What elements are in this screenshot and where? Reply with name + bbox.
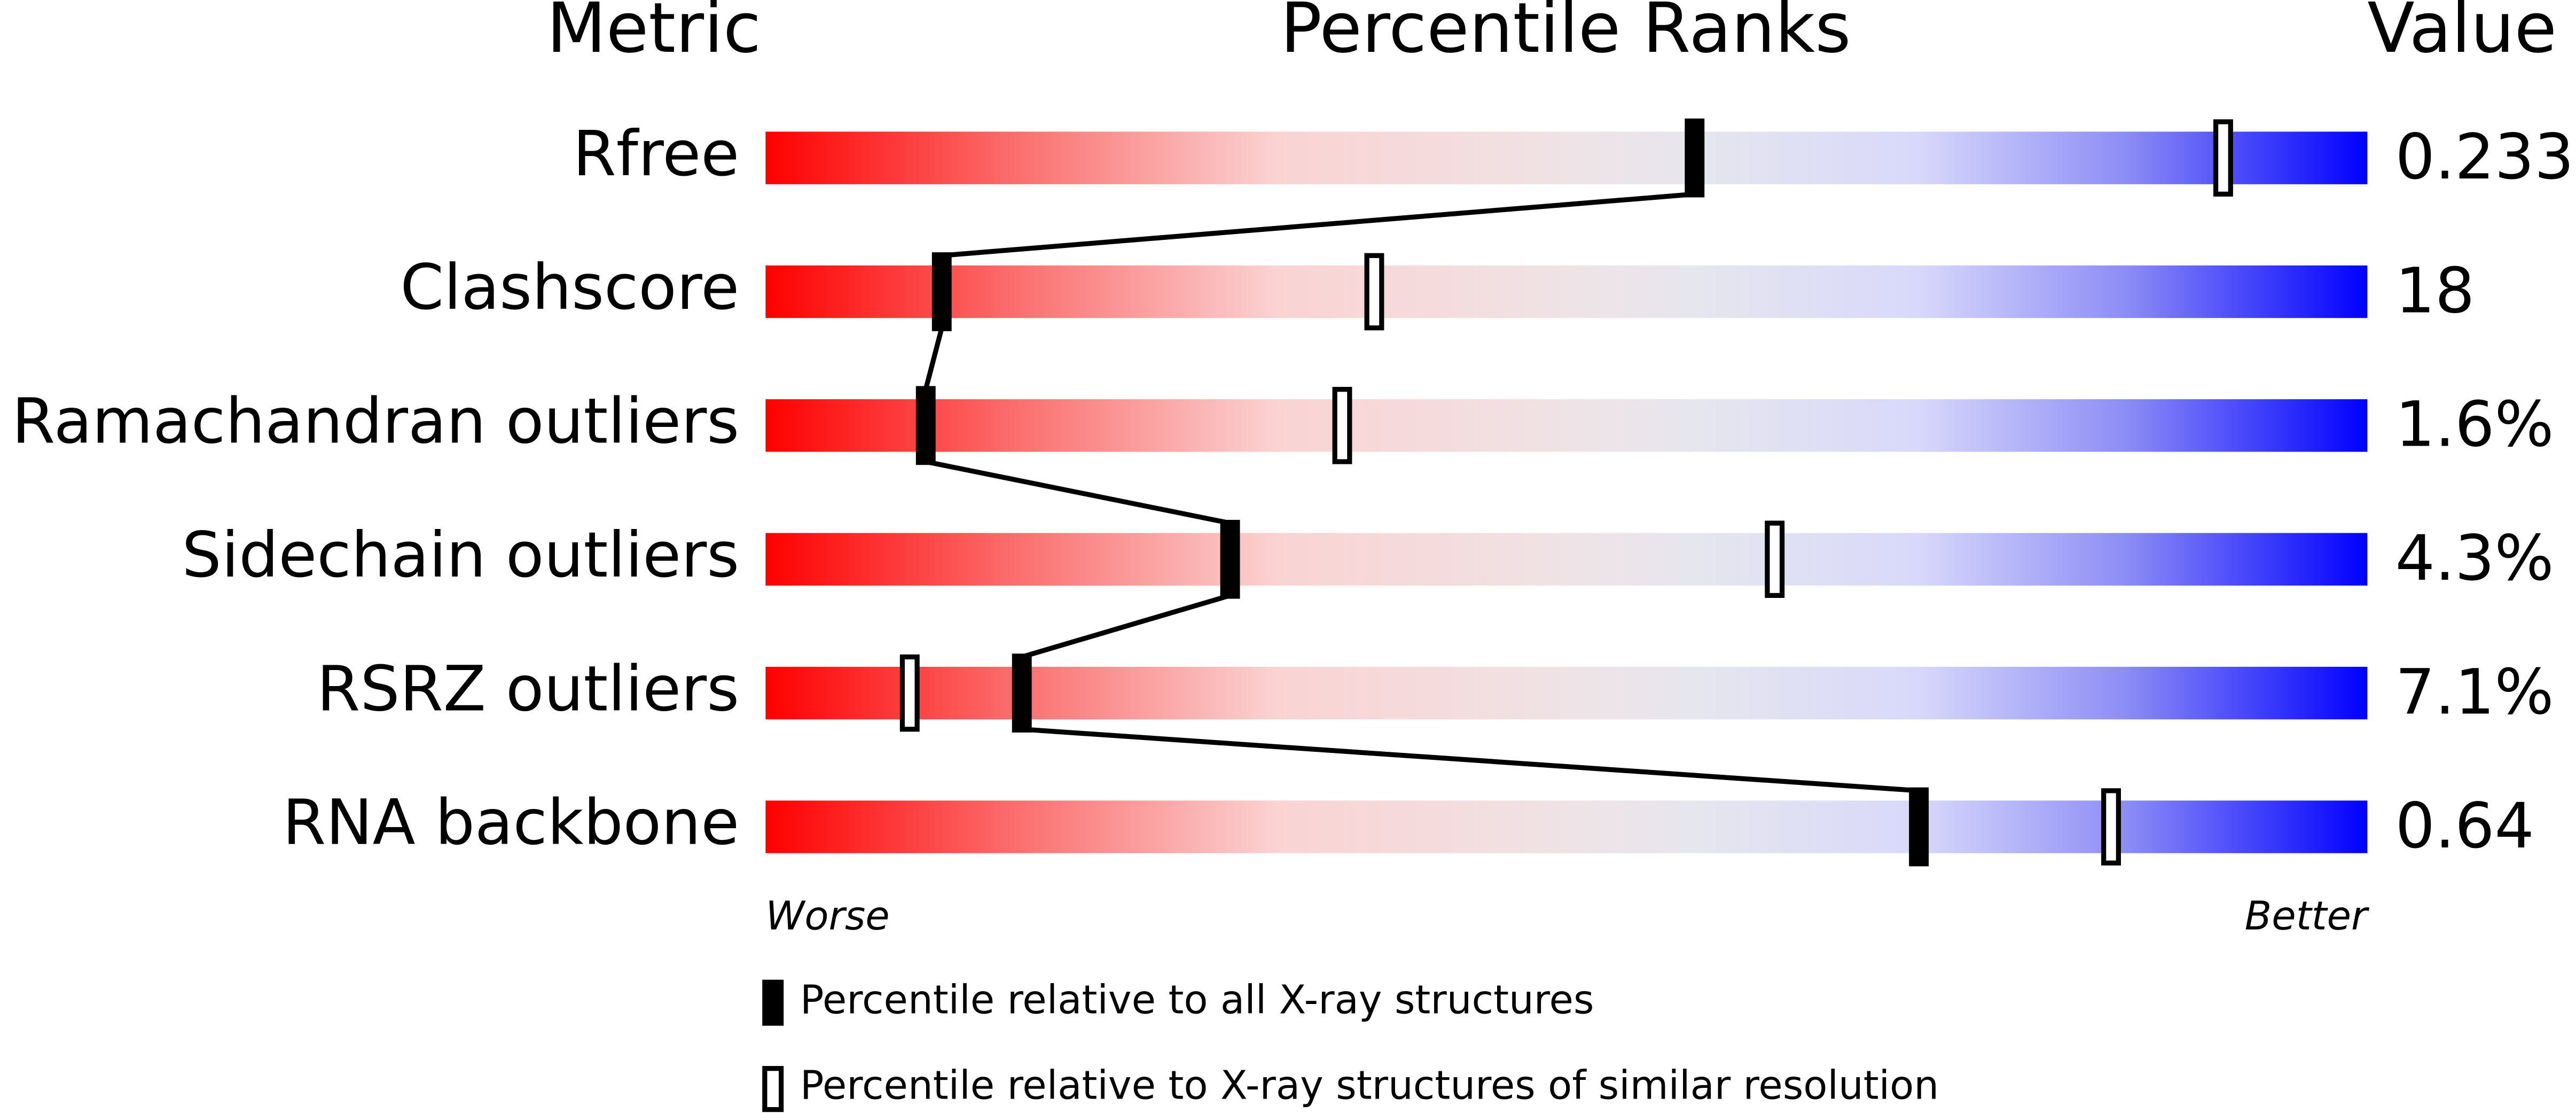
metric-label: Clashscore bbox=[400, 251, 739, 324]
metric-value: 0.233 bbox=[2395, 121, 2574, 193]
header-metric: Metric bbox=[546, 0, 761, 68]
marker-all bbox=[931, 252, 952, 331]
header-value: Value bbox=[2367, 0, 2557, 68]
marker-all bbox=[1012, 653, 1032, 733]
metric-value: 7.1% bbox=[2395, 656, 2554, 728]
metric-label: Ramachandran outliers bbox=[12, 385, 739, 458]
metric-value: 18 bbox=[2395, 254, 2475, 327]
marker-all bbox=[1909, 787, 1929, 867]
legend-swatch bbox=[762, 979, 784, 1026]
legend-label: Percentile relative to X-ray structures … bbox=[800, 1063, 1939, 1109]
header-ranks: Percentile Ranks bbox=[1280, 0, 1851, 68]
worse-label: Worse bbox=[765, 893, 889, 939]
metric-value: 0.64 bbox=[2395, 790, 2534, 862]
percentile-bar bbox=[765, 131, 2368, 184]
marker-all bbox=[915, 386, 936, 465]
percentile-bar bbox=[765, 533, 2368, 586]
marker-similar bbox=[1332, 387, 1352, 464]
percentile-bar bbox=[765, 800, 2368, 853]
marker-all bbox=[1685, 118, 1705, 198]
percentile-bar bbox=[765, 265, 2368, 318]
legend-swatch bbox=[762, 1066, 784, 1112]
marker-similar bbox=[2101, 788, 2121, 866]
marker-similar bbox=[899, 654, 920, 732]
metric-label: RSRZ outliers bbox=[317, 652, 739, 725]
metric-label: RNA backbone bbox=[283, 787, 739, 859]
connector bbox=[1021, 593, 1231, 659]
better-label: Better bbox=[2245, 893, 2370, 939]
metric-value: 1.6% bbox=[2395, 388, 2554, 461]
legend-label: Percentile relative to all X-ray structu… bbox=[800, 977, 1594, 1023]
percentile-bar bbox=[765, 666, 2368, 720]
metric-label: Rfree bbox=[573, 118, 739, 190]
connector bbox=[941, 191, 1695, 258]
marker-similar bbox=[2213, 119, 2233, 197]
metric-value: 4.3% bbox=[2395, 522, 2554, 595]
connector bbox=[925, 459, 1231, 526]
marker-similar bbox=[1364, 253, 1384, 331]
connector bbox=[1021, 727, 1919, 793]
percentile-bar bbox=[765, 399, 2368, 452]
marker-similar bbox=[1765, 520, 1785, 598]
connector bbox=[923, 327, 944, 390]
metric-label: Sidechain outliers bbox=[182, 519, 740, 591]
marker-all bbox=[1220, 519, 1240, 599]
